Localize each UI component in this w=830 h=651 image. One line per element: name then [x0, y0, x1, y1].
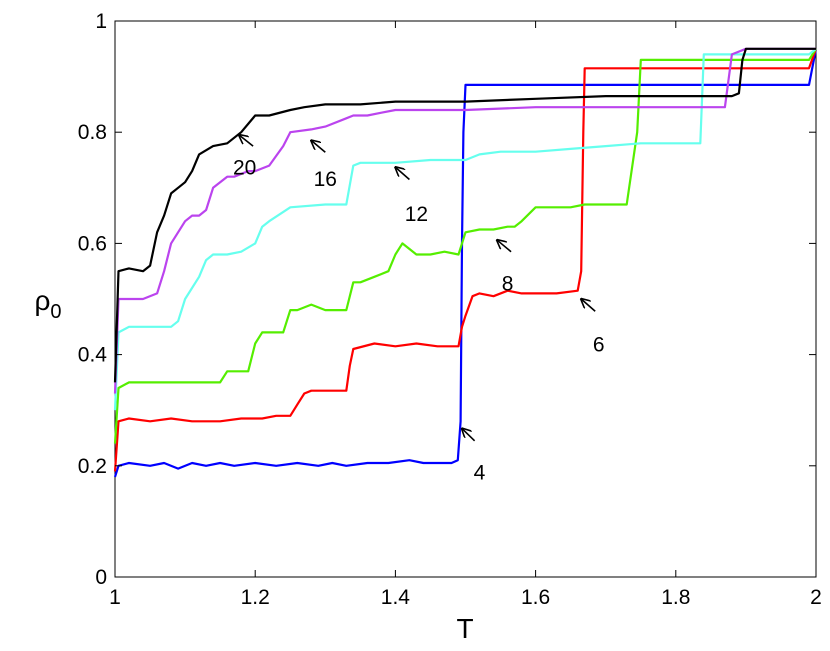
y-tick-label: 0.2: [78, 455, 107, 478]
y-axis-label: ρ0: [34, 285, 61, 323]
series-line-4: [113, 47, 816, 394]
series-line-1: [113, 48, 818, 472]
y-tick-label: 0: [95, 566, 107, 589]
plot-area: [114, 20, 817, 578]
series-line-0: [113, 48, 818, 478]
tick-layer: [114, 20, 817, 578]
annotation-arrow-16: [311, 141, 326, 153]
y-tick-label: 1: [95, 10, 107, 33]
x-tick-label: 1.4: [381, 586, 411, 609]
annotation-arrow-12: [395, 167, 410, 181]
y-axis-label-symbol: ρ: [34, 285, 50, 316]
tick-label-layer: 1 1.2 1.4 1.6 1.8 200.20.40.60.81: [78, 10, 822, 609]
series-layer: [113, 47, 818, 478]
x-axis-label: T: [456, 613, 473, 644]
series-line-5: [113, 47, 816, 383]
annotation-layer: 20 16 12 8 6 4: [233, 135, 605, 484]
x-tick-label: 1.6: [521, 586, 550, 609]
y-tick-label: 0.4: [78, 344, 108, 367]
series-line-3: [113, 47, 817, 411]
x-tick-label: 1: [109, 586, 121, 609]
annotation-arrow-8: [497, 240, 512, 253]
annotation-label-8: 8: [502, 272, 514, 295]
annotation-label-12: 12: [405, 203, 428, 226]
y-tick-label: 0.8: [78, 121, 107, 144]
series-line-2: [113, 48, 817, 444]
annotation-arrow-6: [581, 299, 596, 312]
y-tick-label: 0.6: [78, 232, 107, 255]
annotation-label-16: 16: [314, 168, 337, 191]
annotation-label-4: 4: [474, 461, 486, 484]
x-tick-label: 1.8: [661, 586, 690, 609]
annotation-label-6: 6: [593, 333, 605, 356]
annotation-arrow-20: [239, 135, 254, 147]
y-axis-label-subscript: 0: [50, 301, 61, 323]
x-tick-label: 2: [810, 586, 822, 609]
annotation-arrow-4: [462, 429, 476, 442]
x-tick-label: 1.2: [241, 586, 270, 609]
annotation-label-20: 20: [233, 157, 256, 180]
